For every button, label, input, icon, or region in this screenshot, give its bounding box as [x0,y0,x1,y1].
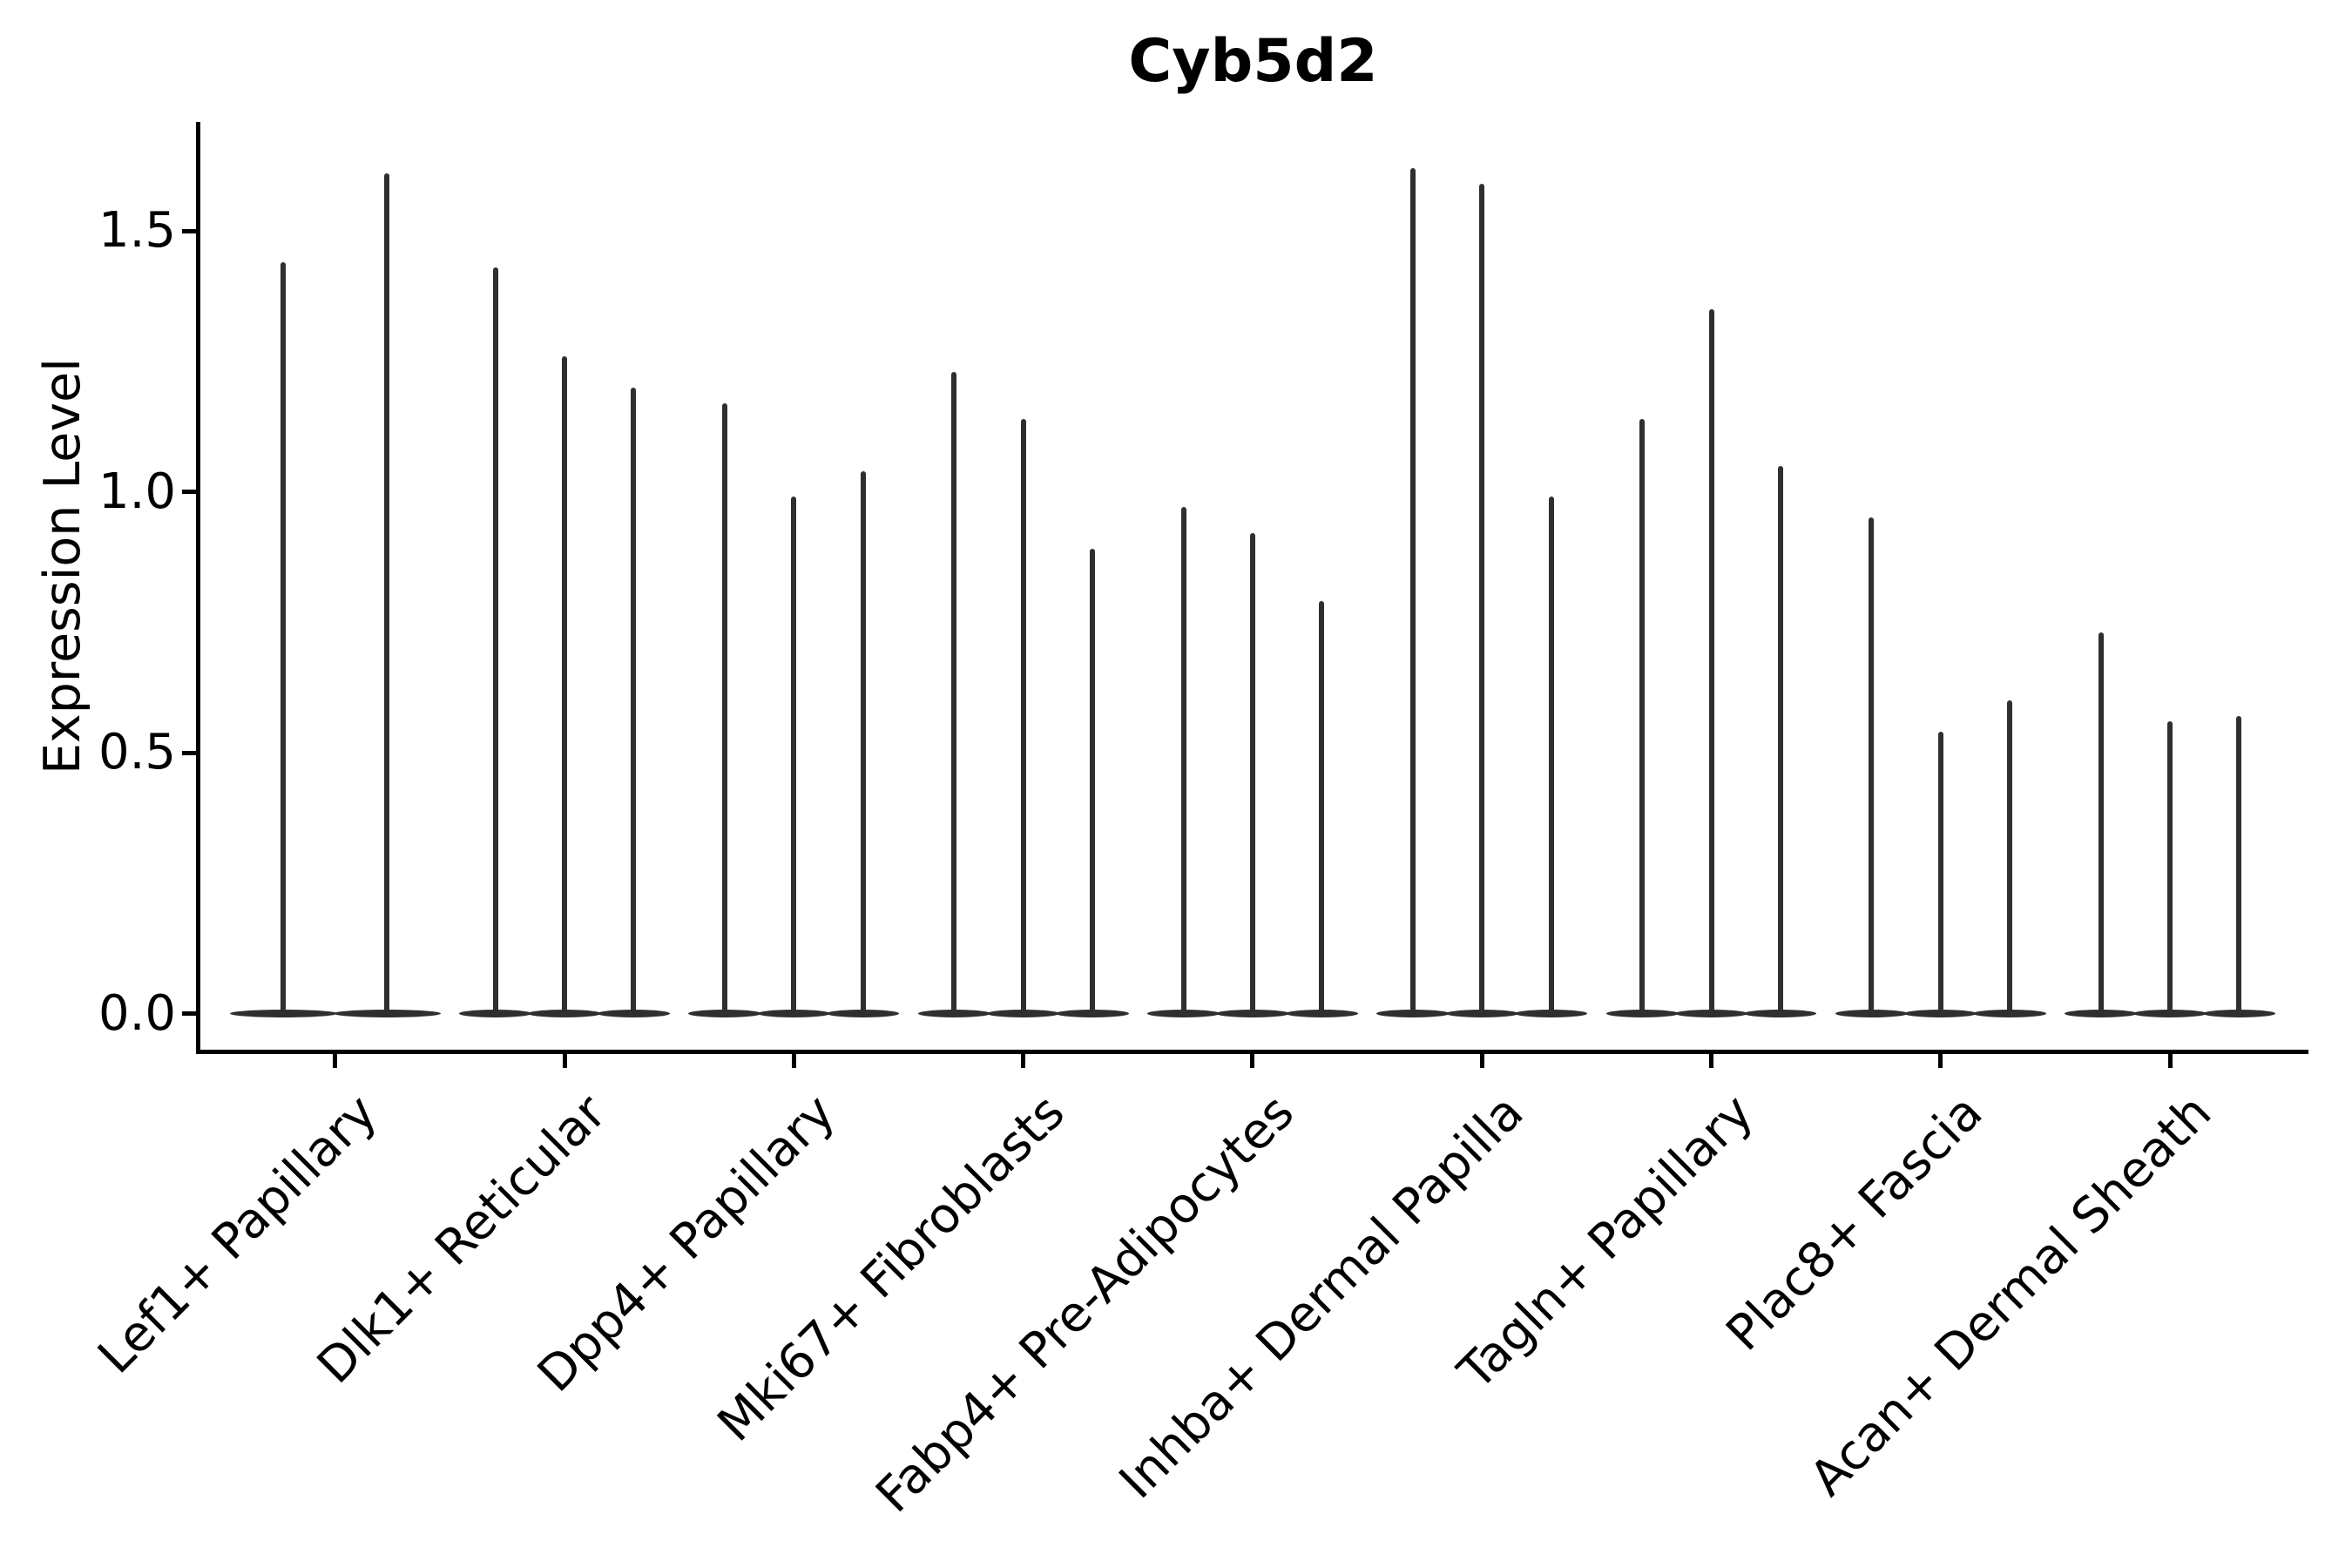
x-tick-label: Fabp4+ Pre-Adipocytes [865,1084,1306,1524]
violin-spike [860,470,866,1016]
x-tick [1938,1053,1943,1068]
violin-spike [1249,533,1255,1016]
y-tick [181,490,196,494]
y-tick-label: 0.5 [98,724,176,781]
x-tick-label: Acan+ Dermal Sheath [1799,1084,2223,1508]
violin-spike [280,261,287,1016]
violin-spike [2098,632,2104,1016]
violin-spike [1089,549,1095,1016]
x-tick-label: Inhba+ Dermal Papilla [1108,1084,1535,1511]
violin-spike [1777,465,1783,1016]
y-tick [181,228,196,233]
violin-spike [1548,497,1554,1016]
x-tick [1250,1053,1255,1068]
y-tick [181,750,196,755]
violin-spike [492,267,498,1016]
y-tick-label: 1.5 [98,202,176,259]
x-tick [791,1053,796,1068]
violin-spike [1319,601,1325,1016]
violin-spike [562,355,567,1016]
violin-spike [1708,308,1714,1016]
violin-spike [1639,418,1646,1016]
violin-spike [1020,418,1026,1016]
violin-spike [951,371,957,1016]
y-axis-label: Expression Level [34,358,91,774]
left-spine [195,122,200,1054]
violin-spike [1180,507,1186,1016]
violin-spike [631,387,637,1016]
x-tick [1709,1053,1713,1068]
y-tick [181,1011,196,1016]
x-tick [333,1053,338,1068]
x-tick [1479,1053,1484,1068]
violin-spike [2236,716,2242,1016]
violin-spike [1479,184,1485,1016]
violin-spike [1869,517,1875,1016]
chart-title: Cyb5d2 [1128,27,1378,96]
violin-spike [384,173,390,1016]
violin-spike [2007,700,2013,1016]
violin-spike [721,402,727,1016]
violin-spike [791,497,797,1016]
x-tick [562,1053,567,1068]
y-tick-label: 0.0 [98,984,176,1042]
bottom-spine [195,1049,2308,1054]
violin-spike [2167,721,2173,1016]
y-tick-label: 1.0 [98,463,176,520]
violin-spike [1409,168,1416,1016]
x-tick [2167,1053,2173,1068]
violin-spike [1937,732,1943,1016]
x-tick [1021,1053,1026,1068]
